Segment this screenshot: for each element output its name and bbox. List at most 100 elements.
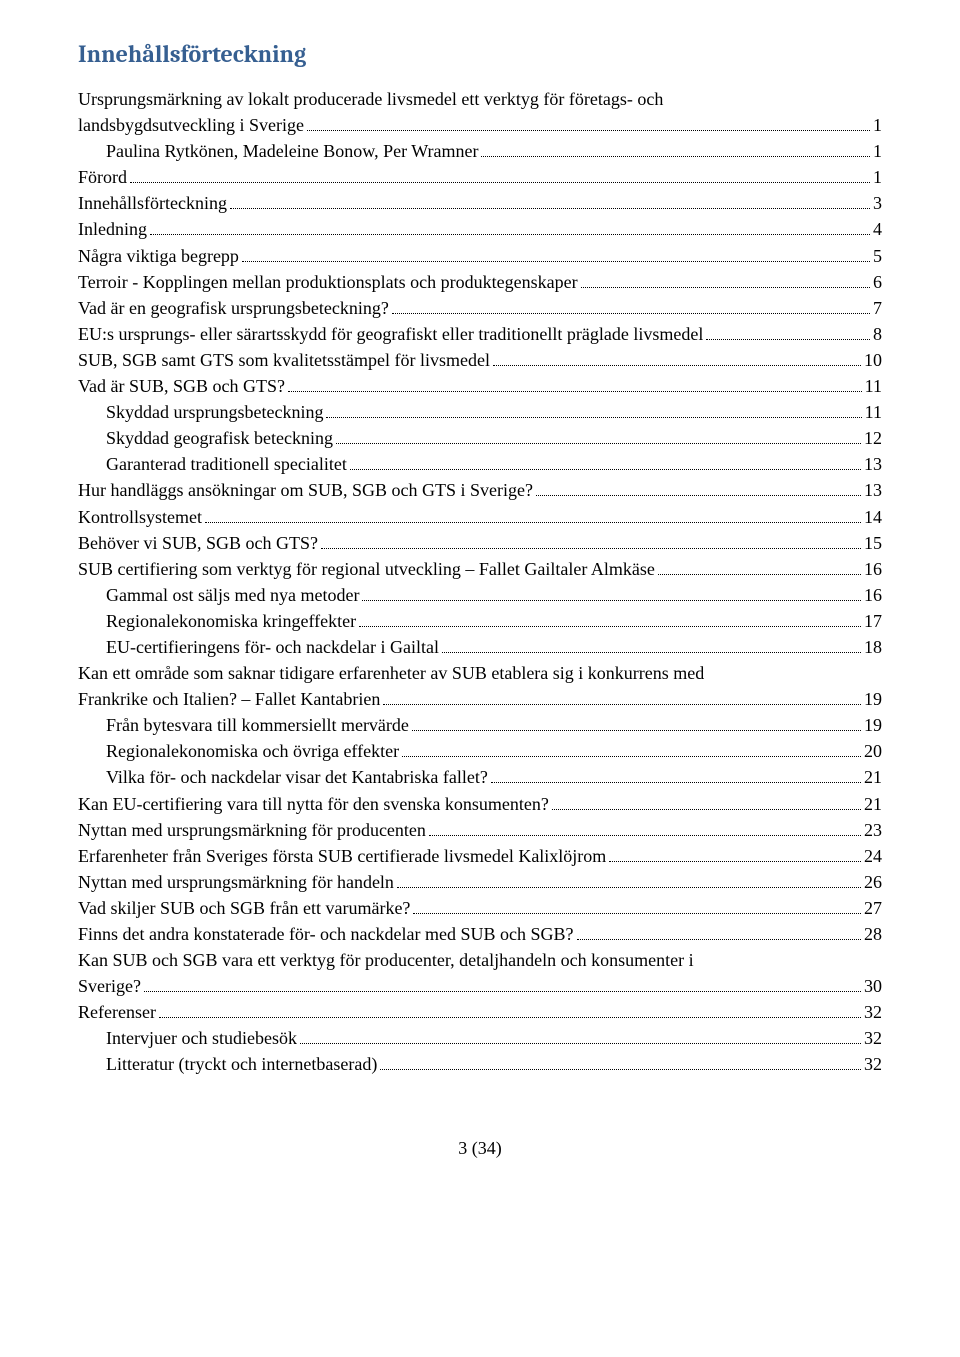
toc-entry-text: Nyttan med ursprungsmärkning för handeln [78,869,394,895]
toc-page-number: 11 [865,399,882,425]
page-footer: 3 (34) [78,1138,882,1159]
toc-leader-dots [481,156,870,157]
toc-entry[interactable]: Regionalekonomiska kringeffekter17 [78,608,882,634]
toc-entry[interactable]: Erfarenheter från Sveriges första SUB ce… [78,843,882,869]
toc-entry-text: Erfarenheter från Sveriges första SUB ce… [78,843,606,869]
toc-leader-dots [307,130,870,131]
toc-leader-dots [392,313,870,314]
toc-page-number: 4 [873,216,882,242]
toc-page-number: 13 [864,451,882,477]
toc-entry[interactable]: Paulina Rytkönen, Madeleine Bonow, Per W… [78,138,882,164]
toc-entry[interactable]: Nyttan med ursprungsmärkning för produce… [78,817,882,843]
toc-entry[interactable]: Skyddad ursprungsbeteckning11 [78,399,882,425]
toc-page-number: 16 [864,582,882,608]
toc-entry[interactable]: Terroir - Kopplingen mellan produktionsp… [78,269,882,295]
toc-entry-text: Garanterad traditionell specialitet [106,451,347,477]
toc-leader-dots [230,208,870,209]
toc-leader-dots [144,991,861,992]
toc-page-number: 20 [864,738,882,764]
toc-page-number: 1 [873,138,882,164]
toc-entry[interactable]: SUB certifiering som verktyg för regiona… [78,556,882,582]
toc-entry-text: Inledning [78,216,147,242]
toc-page-number: 21 [864,791,882,817]
toc-page-number: 18 [864,634,882,660]
toc-entry[interactable]: Finns det andra konstaterade för- och na… [78,921,882,947]
toc-leader-dots [706,339,870,340]
toc-page-number: 8 [873,321,882,347]
toc-entry[interactable]: Kan SUB och SGB vara ett verktyg för pro… [78,947,882,999]
toc-entry[interactable]: Vad är en geografisk ursprungsbeteckning… [78,295,882,321]
toc-leader-dots [493,365,861,366]
toc-page-number: 12 [864,425,882,451]
toc-entry[interactable]: EU:s ursprungs- eller särartsskydd för g… [78,321,882,347]
toc-entry[interactable]: EU-certifieringens för- och nackdelar i … [78,634,882,660]
toc-entry[interactable]: SUB, SGB samt GTS som kvalitetsstämpel f… [78,347,882,373]
toc-entry[interactable]: Inledning 4 [78,216,882,242]
toc-page-number: 32 [864,1051,882,1077]
toc-leader-dots [429,835,861,836]
toc-entry-text: Regionalekonomiska kringeffekter [106,608,356,634]
toc-entry-text: Terroir - Kopplingen mellan produktionsp… [78,269,578,295]
toc-page-number: 27 [864,895,882,921]
toc-leader-dots [350,469,861,470]
toc-entry[interactable]: Regionalekonomiska och övriga effekter20 [78,738,882,764]
toc-entry[interactable]: Referenser32 [78,999,882,1025]
toc-entry-text: Referenser [78,999,156,1025]
toc-entry[interactable]: Gammal ost säljs med nya metoder 16 [78,582,882,608]
toc-leader-dots [159,1017,861,1018]
toc-page-number: 10 [864,347,882,373]
toc-entry-text: Skyddad geografisk beteckning [106,425,333,451]
toc-entry-text: Sverige? [78,973,141,999]
toc-leader-dots [130,182,870,183]
toc-entry[interactable]: Förord1 [78,164,882,190]
toc-entry[interactable]: Vilka för- och nackdelar visar det Kanta… [78,764,882,790]
toc-entry-text: Några viktiga begrepp [78,243,239,269]
toc-entry[interactable]: Några viktiga begrepp 5 [78,243,882,269]
toc-entry[interactable]: Vad är SUB, SGB och GTS? 11 [78,373,882,399]
toc-entry[interactable]: Kan EU-certifiering vara till nytta för … [78,791,882,817]
toc-entry-text: Vad är SUB, SGB och GTS? [78,373,285,399]
toc-entry[interactable]: Ursprungsmärkning av lokalt producerade … [78,86,882,138]
toc-entry-text: Kan ett område som saknar tidigare erfar… [78,660,882,686]
toc-entry-text: Kan SUB och SGB vara ett verktyg för pro… [78,947,882,973]
toc-page-number: 6 [873,269,882,295]
toc-entry[interactable]: Innehållsförteckning3 [78,190,882,216]
toc-entry[interactable]: Garanterad traditionell specialitet 13 [78,451,882,477]
toc-leader-dots [658,574,861,575]
toc-page-number: 19 [864,686,882,712]
toc-entry-text: Hur handläggs ansökningar om SUB, SGB oc… [78,477,533,503]
toc-leader-dots [413,913,861,914]
toc-entry-text: Kontrollsystemet [78,504,202,530]
toc-page-number: 32 [864,1025,882,1051]
toc-entry[interactable]: Intervjuer och studiebesök32 [78,1025,882,1051]
toc-entry[interactable]: Vad skiljer SUB och SGB från ett varumär… [78,895,882,921]
toc-entry[interactable]: Kan ett område som saknar tidigare erfar… [78,660,882,712]
toc-entry[interactable]: Litteratur (tryckt och internetbaserad)3… [78,1051,882,1077]
toc-page-number: 13 [864,477,882,503]
toc-leader-dots [321,548,861,549]
toc-list: Ursprungsmärkning av lokalt producerade … [78,86,882,1078]
toc-leader-dots [609,861,861,862]
toc-entry-text: Gammal ost säljs med nya metoder [106,582,359,608]
toc-page-number: 16 [864,556,882,582]
toc-entry[interactable]: Behöver vi SUB, SGB och GTS?15 [78,530,882,556]
toc-leader-dots [536,495,861,496]
toc-page-number: 11 [865,373,882,399]
toc-page-number: 21 [864,764,882,790]
toc-leader-dots [150,234,870,235]
toc-entry-text: Behöver vi SUB, SGB och GTS? [78,530,318,556]
toc-entry-text: SUB, SGB samt GTS som kvalitetsstämpel f… [78,347,490,373]
toc-title: Innehållsförteckning [78,40,882,68]
toc-entry-text: SUB certifiering som verktyg för regiona… [78,556,655,582]
toc-entry[interactable]: Nyttan med ursprungsmärkning för handeln… [78,869,882,895]
toc-entry-text: Kan EU-certifiering vara till nytta för … [78,791,549,817]
toc-leader-dots [552,809,861,810]
toc-page-number: 1 [873,164,882,190]
toc-leader-dots [491,782,861,783]
toc-page-number: 5 [873,243,882,269]
toc-entry[interactable]: Hur handläggs ansökningar om SUB, SGB oc… [78,477,882,503]
toc-entry[interactable]: Kontrollsystemet14 [78,504,882,530]
toc-entry[interactable]: Skyddad geografisk beteckning 12 [78,425,882,451]
toc-entry[interactable]: Från bytesvara till kommersiellt mervärd… [78,712,882,738]
toc-leader-dots [442,652,861,653]
